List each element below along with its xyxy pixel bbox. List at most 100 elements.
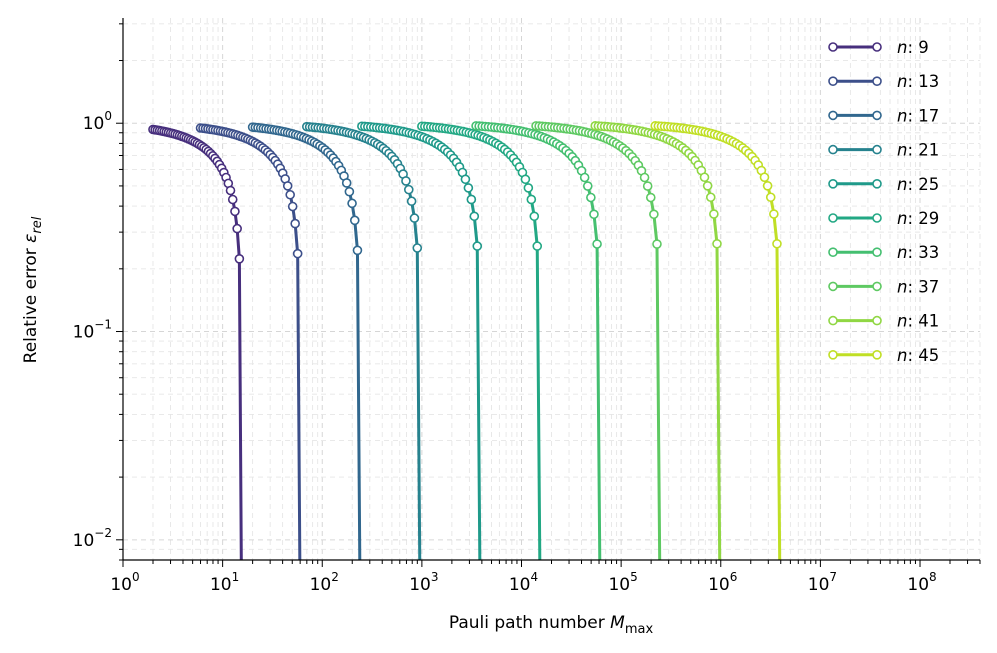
- data-point: [230, 206, 240, 217]
- legend-label: n: 17: [897, 106, 939, 125]
- legend-item: n: 17: [828, 106, 939, 125]
- legend-label: n: 13: [897, 72, 939, 91]
- data-point: [352, 245, 363, 256]
- svg-text:Pauli path number Mmax: Pauli path number Mmax: [449, 613, 654, 637]
- data-point: [469, 211, 480, 222]
- data-point: [344, 186, 355, 197]
- legend-label: n: 25: [897, 175, 939, 194]
- series-n41: [590, 121, 722, 560]
- data-point: [406, 196, 417, 207]
- legend-marker: [872, 315, 882, 326]
- data-point: [232, 223, 242, 234]
- legend-marker: [828, 144, 838, 155]
- plot-area: [148, 121, 782, 560]
- data-point: [225, 185, 236, 196]
- legend-marker: [872, 76, 882, 86]
- data-point: [579, 172, 590, 183]
- data-point: [639, 172, 650, 183]
- legend-label: n: 29: [897, 209, 939, 228]
- x-tick-label: 102: [310, 570, 339, 595]
- y-axis-label: Relative error εrel: [21, 216, 45, 363]
- x-axis-ticks: 100 101 102 103 104 105 106 107 108: [110, 560, 981, 595]
- legend-label: n: 41: [897, 312, 939, 331]
- legend-item: n: 13: [828, 72, 939, 91]
- series-n33: [471, 121, 602, 560]
- legend-item: n: 9: [828, 38, 929, 57]
- legend-marker: [872, 247, 882, 257]
- y-axis-ticks: 100 10−1 10−2: [73, 23, 123, 561]
- data-point: [526, 194, 537, 205]
- legend-marker: [828, 110, 838, 121]
- series-n45: [650, 121, 782, 560]
- legend-label: n: 37: [897, 277, 939, 296]
- svg-text:Relative error εrel: Relative error εrel: [21, 216, 45, 363]
- data-point: [532, 241, 543, 251]
- data-point: [762, 181, 773, 191]
- legend-marker: [828, 179, 838, 189]
- series-line: [361, 124, 482, 560]
- data-point: [529, 211, 540, 222]
- series-n13: [195, 123, 303, 560]
- data-point: [401, 176, 411, 186]
- data-point: [234, 254, 245, 264]
- legend-item: n: 37: [828, 277, 939, 296]
- data-point: [341, 178, 352, 188]
- data-point: [460, 174, 471, 185]
- legend-marker: [828, 349, 838, 360]
- x-tick-label: 104: [509, 570, 538, 595]
- data-point: [523, 183, 534, 193]
- data-point: [409, 213, 420, 223]
- grid-lines: [122, 18, 981, 561]
- series-n37: [531, 121, 662, 560]
- data-point: [403, 184, 414, 195]
- data-point: [347, 198, 357, 209]
- data-point: [349, 215, 360, 226]
- legend-label: n: 33: [897, 243, 939, 262]
- x-tick-label: 108: [907, 570, 936, 595]
- series-n9: [148, 124, 245, 560]
- data-point: [582, 181, 593, 191]
- data-point: [282, 181, 293, 191]
- legend-label: n: 21: [897, 141, 939, 160]
- legend-label: n: 9: [897, 38, 929, 57]
- legend-marker: [828, 281, 838, 292]
- legend-marker: [872, 213, 882, 223]
- legend-marker: [872, 349, 882, 360]
- legend-marker: [828, 42, 838, 52]
- legend-marker: [872, 144, 882, 155]
- data-point: [520, 174, 531, 185]
- data-point: [642, 181, 653, 191]
- legend-marker: [828, 213, 838, 223]
- data-point: [412, 243, 423, 253]
- data-point: [592, 239, 602, 249]
- data-point: [705, 192, 716, 203]
- y-tick-label: 10−1: [73, 318, 112, 343]
- legend-item: n: 33: [828, 243, 939, 262]
- x-tick-label: 101: [210, 570, 239, 595]
- legend-marker: [828, 247, 838, 257]
- series-n29: [417, 121, 543, 560]
- data-point: [586, 192, 596, 203]
- data-point: [472, 241, 483, 251]
- data-point: [772, 238, 782, 249]
- legend-item: n: 29: [828, 209, 939, 228]
- data-point: [699, 172, 710, 183]
- data-point: [649, 209, 659, 220]
- data-point: [759, 172, 770, 183]
- data-point: [709, 209, 719, 219]
- data-point: [285, 189, 295, 200]
- data-point: [702, 181, 713, 191]
- legend-marker: [872, 110, 882, 121]
- data-point: [589, 209, 599, 220]
- data-point: [769, 209, 779, 219]
- data-point: [290, 218, 300, 229]
- legend-marker: [828, 315, 838, 326]
- legend-marker: [872, 42, 882, 52]
- data-point: [292, 248, 303, 259]
- y-tick-label: 100: [83, 109, 112, 134]
- x-tick-label: 100: [110, 570, 139, 595]
- x-axis-label: Pauli path number Mmax: [449, 613, 654, 637]
- legend-marker: [828, 76, 838, 86]
- legend-item: n: 45: [828, 346, 939, 365]
- series-n17: [247, 122, 363, 560]
